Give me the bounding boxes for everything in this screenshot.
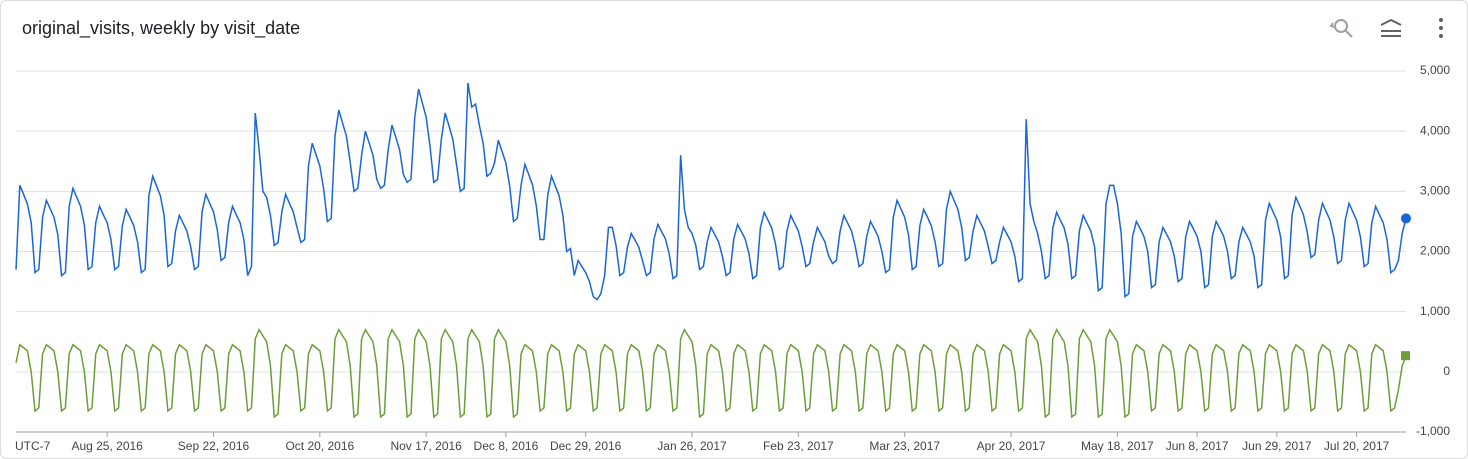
y-tick-label: 3,000 (1420, 184, 1450, 198)
x-tick-label: Jun 8, 2017 (1166, 439, 1229, 453)
y-tick-label: 2,000 (1420, 244, 1450, 258)
x-tick-label: Mar 23, 2017 (869, 439, 940, 453)
series-line (15, 82, 1407, 301)
y-tick-label: 4,000 (1420, 123, 1450, 137)
layers-icon[interactable] (1380, 18, 1402, 37)
end-marker (1401, 351, 1410, 361)
x-tick-label: Aug 25, 2016 (71, 439, 143, 453)
x-tick-label: Apr 20, 2017 (977, 439, 1046, 453)
y-tick-label: -1,000 (1416, 424, 1450, 438)
x-tick-label: Dec 29, 2016 (550, 439, 622, 453)
zoom-icon[interactable] (1329, 19, 1353, 38)
more-icon[interactable] (1439, 18, 1443, 38)
y-tick-label: 0 (1443, 364, 1450, 378)
x-tick-label: Jun 29, 2017 (1242, 439, 1312, 453)
x-tick-label: Feb 23, 2017 (763, 439, 834, 453)
x-tick-label: Sep 22, 2016 (178, 439, 250, 453)
series-line (15, 328, 1407, 419)
x-tick-label: May 18, 2017 (1081, 439, 1154, 453)
timezone-label: UTC-7 (15, 439, 51, 453)
y-tick-label: 5,000 (1420, 63, 1450, 77)
x-tick-label: Jan 26, 2017 (657, 439, 727, 453)
end-marker (1401, 213, 1411, 224)
y-tick-label: 1,000 (1420, 304, 1450, 318)
x-tick-label: Oct 20, 2016 (285, 439, 354, 453)
chart-title: original_visits, weekly by visit_date (22, 18, 300, 39)
x-tick-label: Dec 8, 2016 (474, 439, 539, 453)
x-tick-label: Jul 20, 2017 (1324, 439, 1390, 453)
x-tick-label: Nov 17, 2016 (390, 439, 462, 453)
